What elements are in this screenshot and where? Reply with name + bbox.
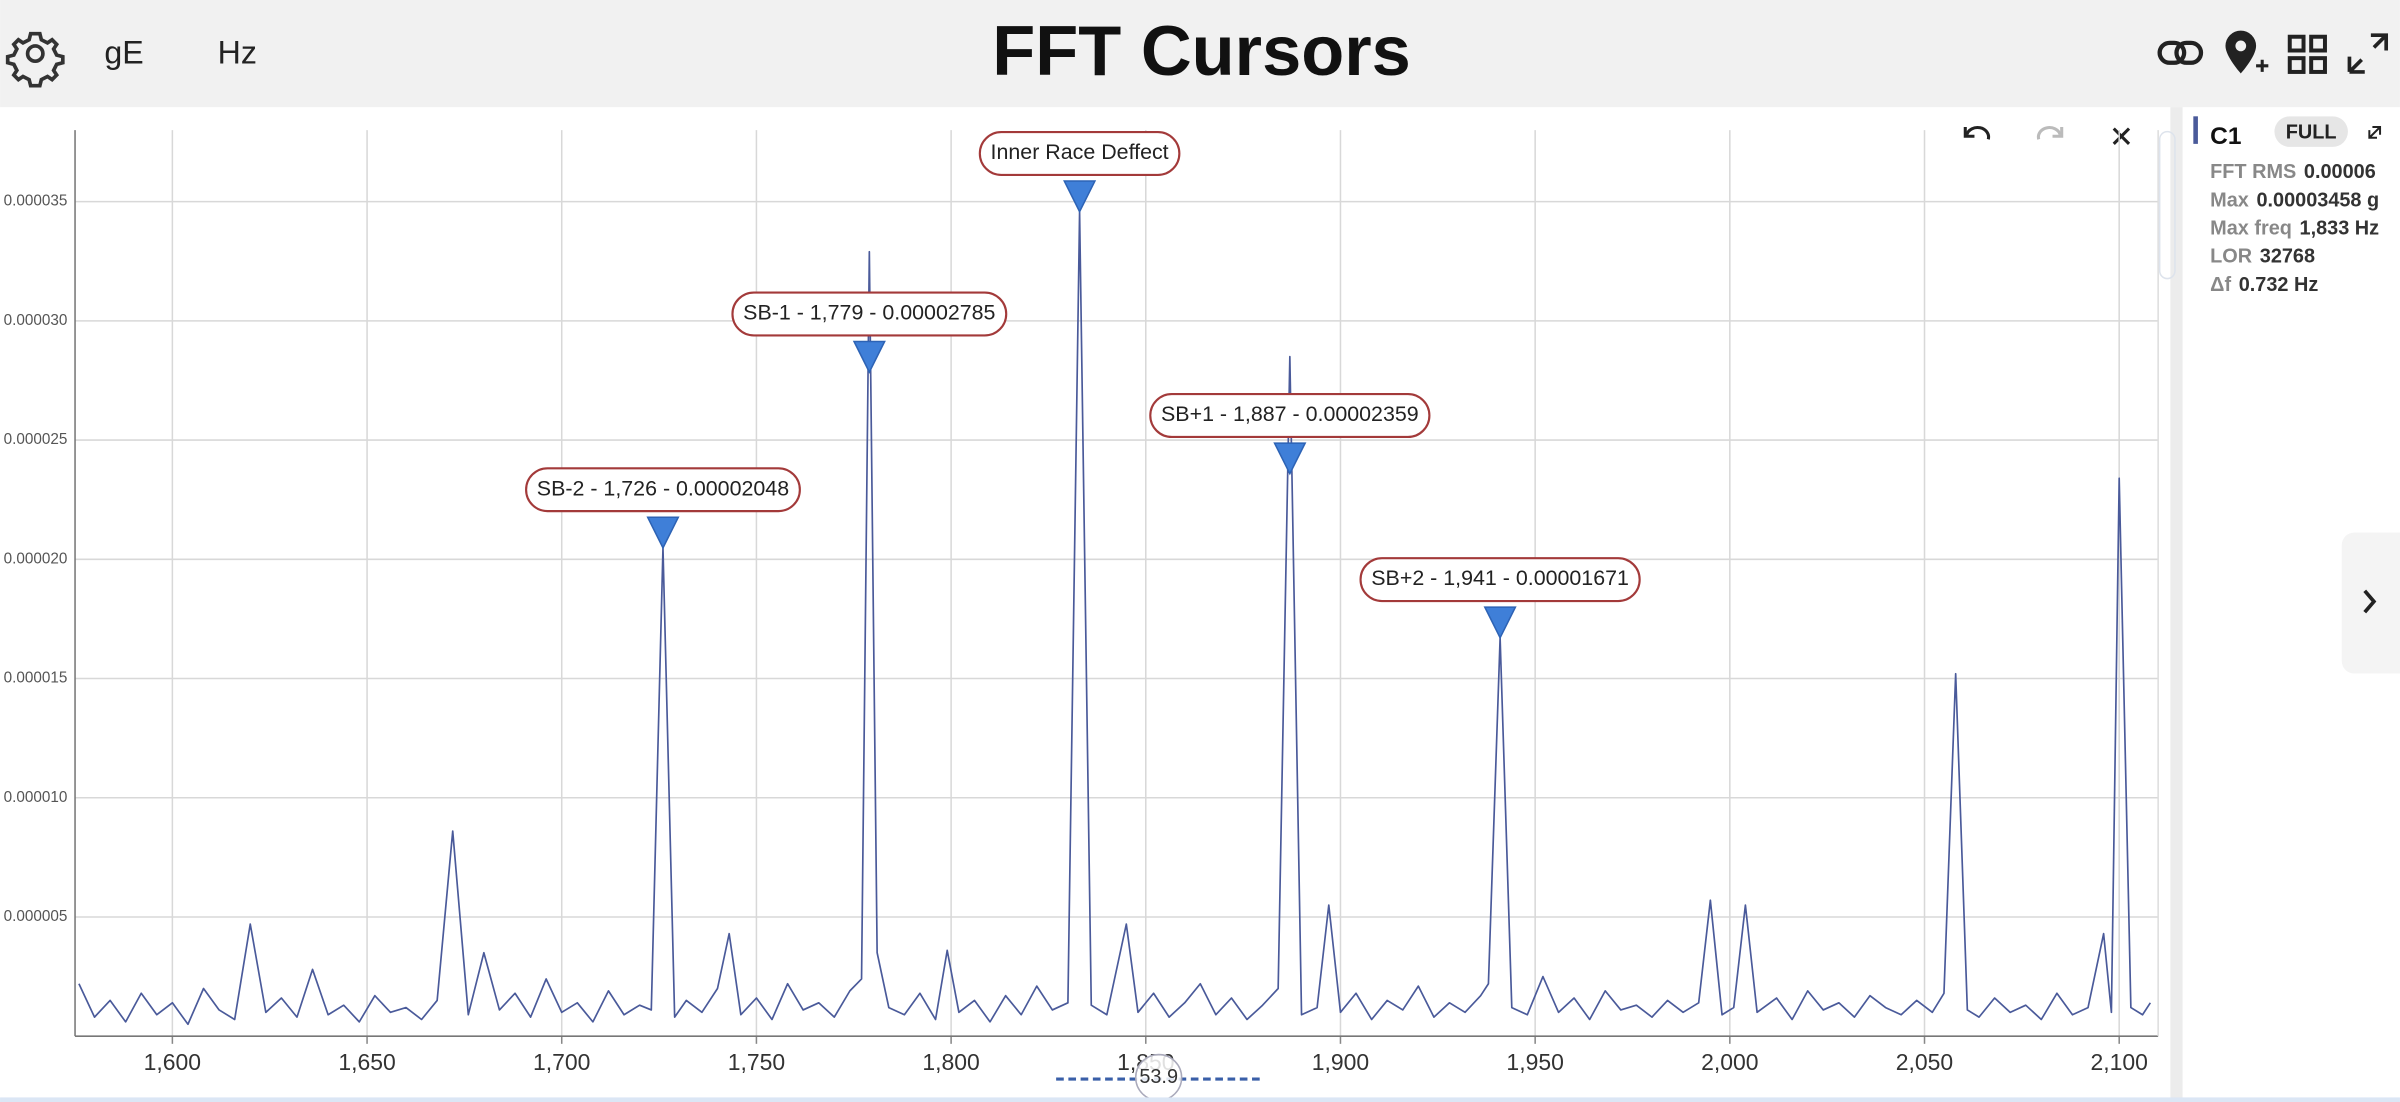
unit-button[interactable]: gE	[104, 35, 143, 71]
y-tick-label: 0.000020	[4, 550, 68, 567]
cursor-marker	[1063, 180, 1097, 214]
stat-key: Δf	[2210, 274, 2231, 296]
redo-button[interactable]	[2036, 126, 2064, 140]
stat-value: 0.732 Hz	[2239, 274, 2319, 296]
page-title: FFT Cursors	[992, 11, 1410, 90]
x-tick-label: 1,800	[922, 1049, 979, 1075]
x-tick-label: 1,600	[144, 1049, 201, 1075]
y-tick-label: 0.000005	[4, 908, 68, 925]
unit-button[interactable]: Hz	[218, 35, 257, 71]
y-tick-label: 0.000025	[4, 431, 68, 448]
panel-handle	[2158, 130, 2176, 280]
x-tick-label: 1,750	[728, 1049, 785, 1075]
plot-area: 0.000005 0.000010 0.000015 0.000020 0.000025…	[4, 130, 2159, 1075]
spectrum-line	[78, 210, 2152, 1026]
close-button[interactable]	[2112, 127, 2131, 145]
cursor-label: SB+2 - 1,941 - 0.00001671	[1371, 566, 1629, 590]
stat-key: LOR	[2210, 246, 2252, 268]
x-tick-label: 1,650	[338, 1049, 395, 1075]
y-tick-label: 0.000010	[4, 789, 68, 806]
x-tick-label: 1,700	[533, 1049, 590, 1075]
panel-title: C1	[2210, 123, 2241, 150]
stat-value: 1,833 Hz	[2300, 218, 2380, 240]
x-tick-label: 2,000	[1701, 1049, 1758, 1075]
x-tick-label: 2,100	[2090, 1049, 2147, 1075]
settings-icon[interactable]	[5, 31, 65, 88]
stat-value: 0.00003458 g	[2256, 189, 2379, 211]
expand-icon[interactable]	[2368, 126, 2382, 139]
cursor-marker	[646, 516, 680, 550]
cursor-marker	[1483, 606, 1517, 640]
badge[interactable]	[2274, 116, 2348, 147]
stat-key: Max freq	[2210, 218, 2292, 240]
header-bar	[0, 0, 2400, 108]
cursor-label: SB-1 - 1,779 - 0.00002785	[743, 301, 995, 325]
y-tick-label: 0.000015	[4, 670, 68, 687]
x-tick-label: 2,050	[1896, 1049, 1953, 1075]
cursor-label-box	[1359, 557, 1641, 603]
grid-icon[interactable]	[2287, 34, 2327, 74]
stat-key: FFT RMS	[2210, 161, 2296, 183]
cursor-label: SB+1 - 1,887 - 0.00002359	[1161, 402, 1419, 426]
slider-value[interactable]: 53.9	[1139, 1066, 1178, 1088]
cursor-marker	[1273, 442, 1307, 476]
x-tick-label: 1,900	[1312, 1049, 1369, 1075]
chevron-icon[interactable]	[2363, 589, 2377, 614]
bottom-edge	[0, 1097, 2400, 1102]
stat-key: Max	[2210, 189, 2249, 211]
panel-divider	[2170, 107, 2183, 1102]
stat-value: 0.00006	[2304, 161, 2376, 183]
cursor-label-box	[525, 467, 801, 513]
badge-text[interactable]: FULL	[2286, 121, 2337, 143]
stat-value: 32768	[2260, 246, 2315, 268]
y-tick-label: 0.000035	[4, 193, 68, 210]
panel-rows: FFT RMS 0.00006 Max 0.00003458 g Max freq 1,8…	[2210, 161, 2379, 296]
x-tick-label: 1,950	[1506, 1049, 1563, 1075]
cursor-label-box	[978, 130, 1181, 176]
undo-button[interactable]	[1963, 126, 1991, 140]
link-icon[interactable]	[2157, 40, 2204, 65]
series-swatch	[2193, 116, 2198, 144]
cursor-label: Inner Race Deffect	[991, 140, 1169, 164]
fullscreen-icon[interactable]	[2347, 33, 2389, 74]
y-tick-label: 0.000030	[4, 312, 68, 329]
cursor-label: SB-2 - 1,726 - 0.00002048	[537, 476, 789, 500]
add-marker-icon[interactable]	[2225, 30, 2269, 74]
cursor-marker	[852, 340, 886, 374]
cursor-label-box	[731, 291, 1008, 337]
cursor-label-box	[1149, 393, 1431, 439]
